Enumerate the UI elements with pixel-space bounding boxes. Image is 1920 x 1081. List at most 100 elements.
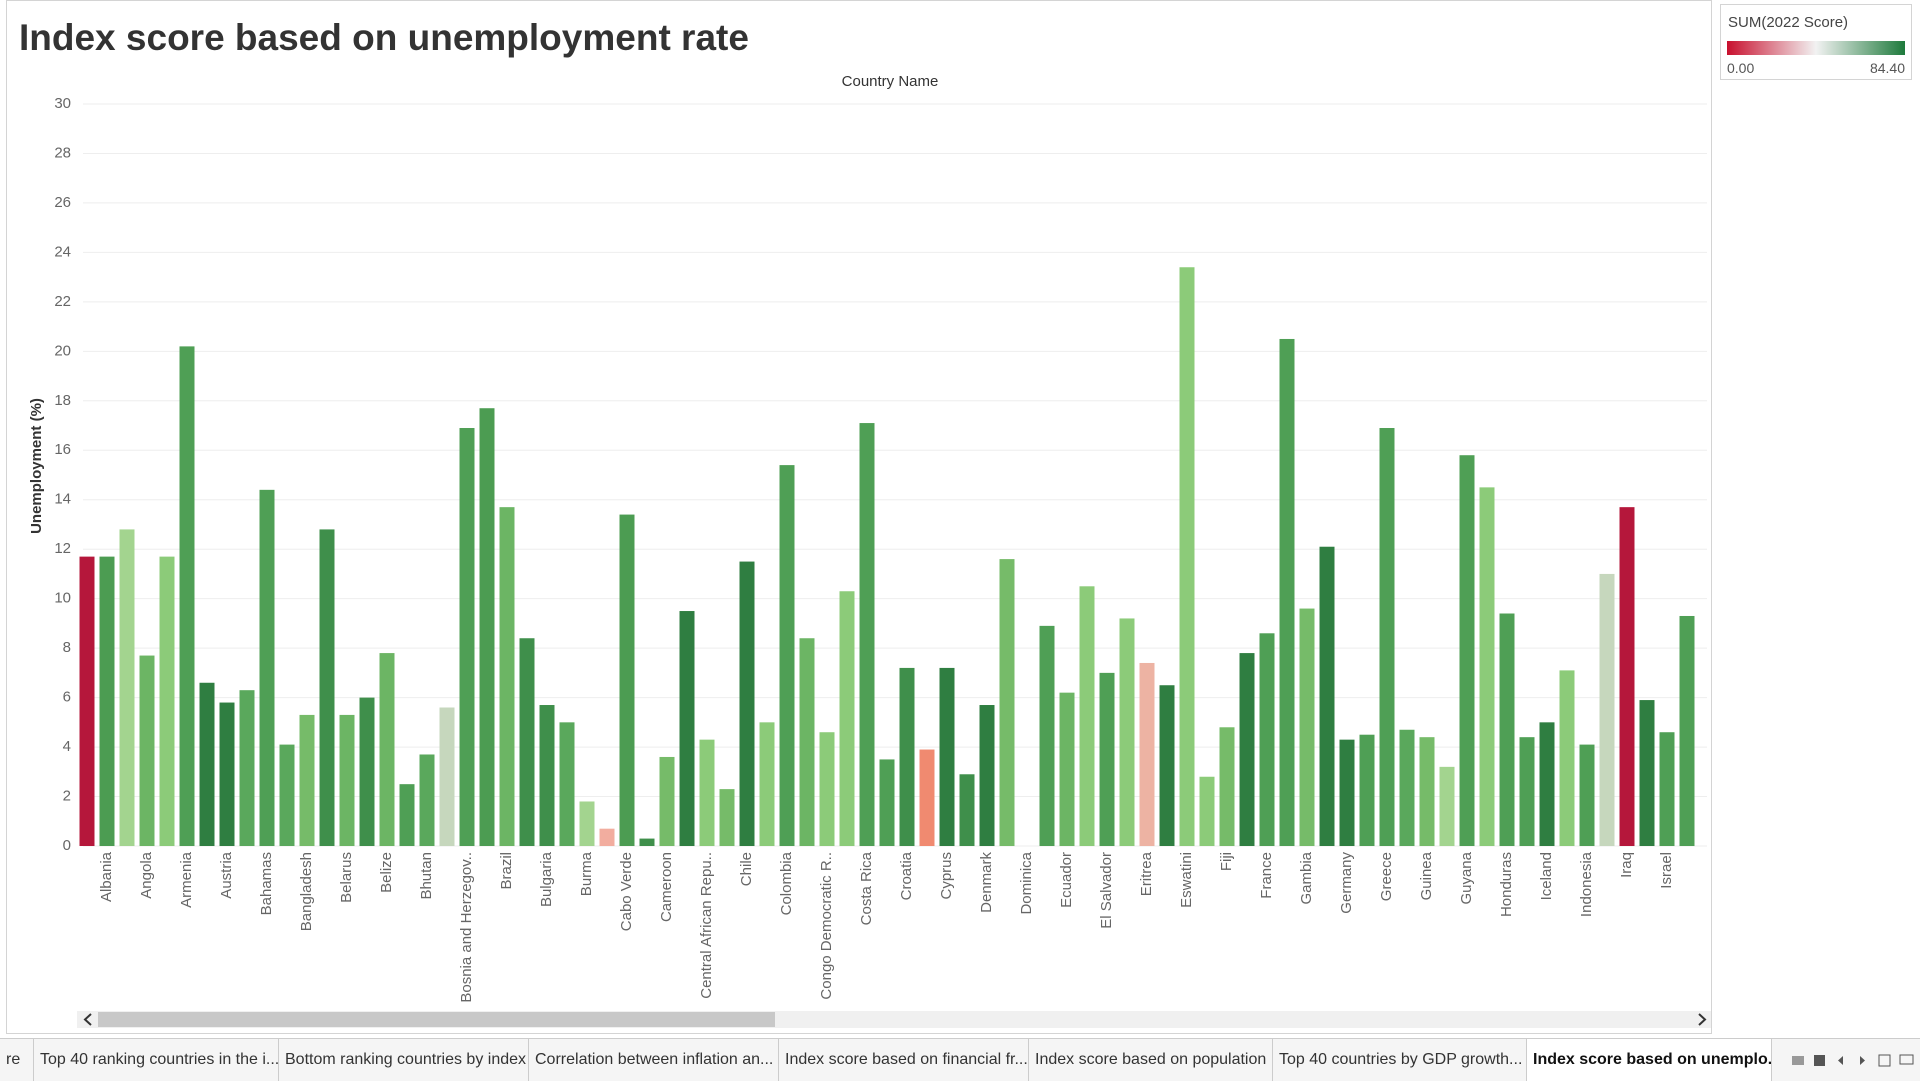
bar (1599, 573, 1615, 846)
y-tick-label: 16 (54, 441, 71, 458)
bar (1339, 739, 1355, 846)
bar (799, 638, 815, 846)
scroll-right[interactable] (1698, 1013, 1707, 1026)
bar (179, 346, 195, 846)
bar (1459, 455, 1475, 846)
sheet-tab[interactable]: Top 40 ranking countries in the i... (34, 1039, 279, 1081)
x-tick-label: Cabo Verde (618, 852, 635, 931)
x-tick-label: Armenia (178, 851, 195, 908)
bar (1559, 670, 1575, 846)
x-tick-label: Denmark (978, 852, 995, 913)
sheet-tab[interactable]: Bottom ranking countries by index (279, 1039, 529, 1081)
sheet-tab[interactable]: Top 40 countries by GDP growth... (1273, 1039, 1527, 1081)
bar (1319, 546, 1335, 846)
bar (319, 529, 335, 846)
x-tick-label: Israel (1658, 852, 1675, 889)
x-tick-label: Guinea (1418, 851, 1435, 900)
bar (379, 653, 395, 846)
x-tick-label: Fiji (1218, 852, 1235, 871)
x-tick-label: Bulgaria (538, 851, 555, 907)
bar (1379, 428, 1395, 846)
bar (879, 759, 895, 846)
bar (259, 489, 275, 846)
bar (119, 529, 135, 846)
sheet-tab[interactable]: re (0, 1039, 34, 1081)
bar (479, 408, 495, 846)
bar (1219, 727, 1235, 846)
bar (599, 828, 615, 846)
bar (1399, 729, 1415, 846)
bar (659, 756, 675, 846)
x-tick-label: Colombia (778, 851, 795, 915)
x-tick-label: Eritrea (1138, 851, 1155, 896)
bar (899, 667, 915, 846)
x-tick-label: Cyprus (938, 852, 955, 900)
bar (1199, 776, 1215, 846)
sheet-tab[interactable]: Index score based on financial fr... (779, 1039, 1029, 1081)
x-tick-label: Belize (378, 852, 395, 893)
sheet-tab[interactable]: Index score based on unemplo... (1527, 1039, 1772, 1081)
bar (979, 705, 995, 846)
legend-title: SUM(2022 Score) (1728, 14, 1849, 31)
x-tick-label: Austria (218, 851, 235, 898)
y-tick-label: 10 (54, 590, 71, 607)
x-tick-label: Eswatini (1178, 852, 1195, 908)
x-tick-label: Cameroon (658, 852, 675, 922)
icon[interactable] (1860, 1056, 1865, 1065)
legend-gradient (1727, 41, 1905, 55)
bar (1039, 625, 1055, 846)
icon[interactable] (1792, 1056, 1804, 1065)
y-tick-label: 4 (63, 738, 71, 755)
bar (619, 514, 635, 846)
y-tick-label: 2 (63, 788, 71, 805)
legend-max: 84.40 (1869, 60, 1905, 76)
bar (779, 465, 795, 846)
bar (539, 705, 555, 846)
icon[interactable] (1899, 1054, 1914, 1065)
bar (859, 423, 875, 846)
x-tick-label: El Salvador (1098, 852, 1115, 929)
y-tick-label: 18 (54, 392, 71, 409)
bar (959, 774, 975, 846)
bar (1439, 766, 1455, 846)
bar (559, 722, 575, 846)
bar (439, 707, 455, 846)
bar (719, 789, 735, 846)
bar (519, 638, 535, 846)
y-tick-label: 28 (54, 144, 71, 161)
bar (79, 556, 95, 846)
bar (699, 739, 715, 846)
bar (419, 754, 435, 846)
bar (579, 801, 595, 846)
x-tick-label: Albania (98, 851, 115, 902)
bar (199, 682, 215, 846)
x-tick-label: Bangladesh (298, 852, 315, 931)
bar (239, 690, 255, 846)
bar (1359, 734, 1375, 846)
scrollbar-thumb[interactable] (98, 1012, 775, 1027)
bar (1579, 744, 1595, 846)
chart: Index score based on unemployment rate C… (19, 17, 1711, 1028)
x-tick-label: Honduras (1498, 852, 1515, 917)
bar (459, 428, 475, 846)
bar (1499, 613, 1515, 846)
scroll-left[interactable] (83, 1013, 92, 1026)
bar (359, 697, 375, 846)
bar (839, 591, 855, 846)
bar (1419, 737, 1435, 846)
y-tick-label: 8 (63, 639, 71, 656)
y-tick-label: 20 (54, 342, 71, 359)
bar (99, 556, 115, 846)
y-tick-label: 26 (54, 194, 71, 211)
icon[interactable] (1814, 1055, 1825, 1066)
x-tick-label: Iceland (1538, 852, 1555, 900)
sheet-tab[interactable]: Index score based on population (1029, 1039, 1273, 1081)
icon[interactable] (1838, 1056, 1843, 1065)
icon[interactable] (1878, 1054, 1891, 1067)
worksheet: Index score based on unemployment rate C… (6, 0, 1712, 1034)
bar (159, 556, 175, 846)
bar (919, 749, 935, 846)
y-tick-label: 12 (54, 540, 71, 557)
sheet-tab[interactable]: Correlation between inflation an... (529, 1039, 779, 1081)
bar (1119, 618, 1135, 846)
